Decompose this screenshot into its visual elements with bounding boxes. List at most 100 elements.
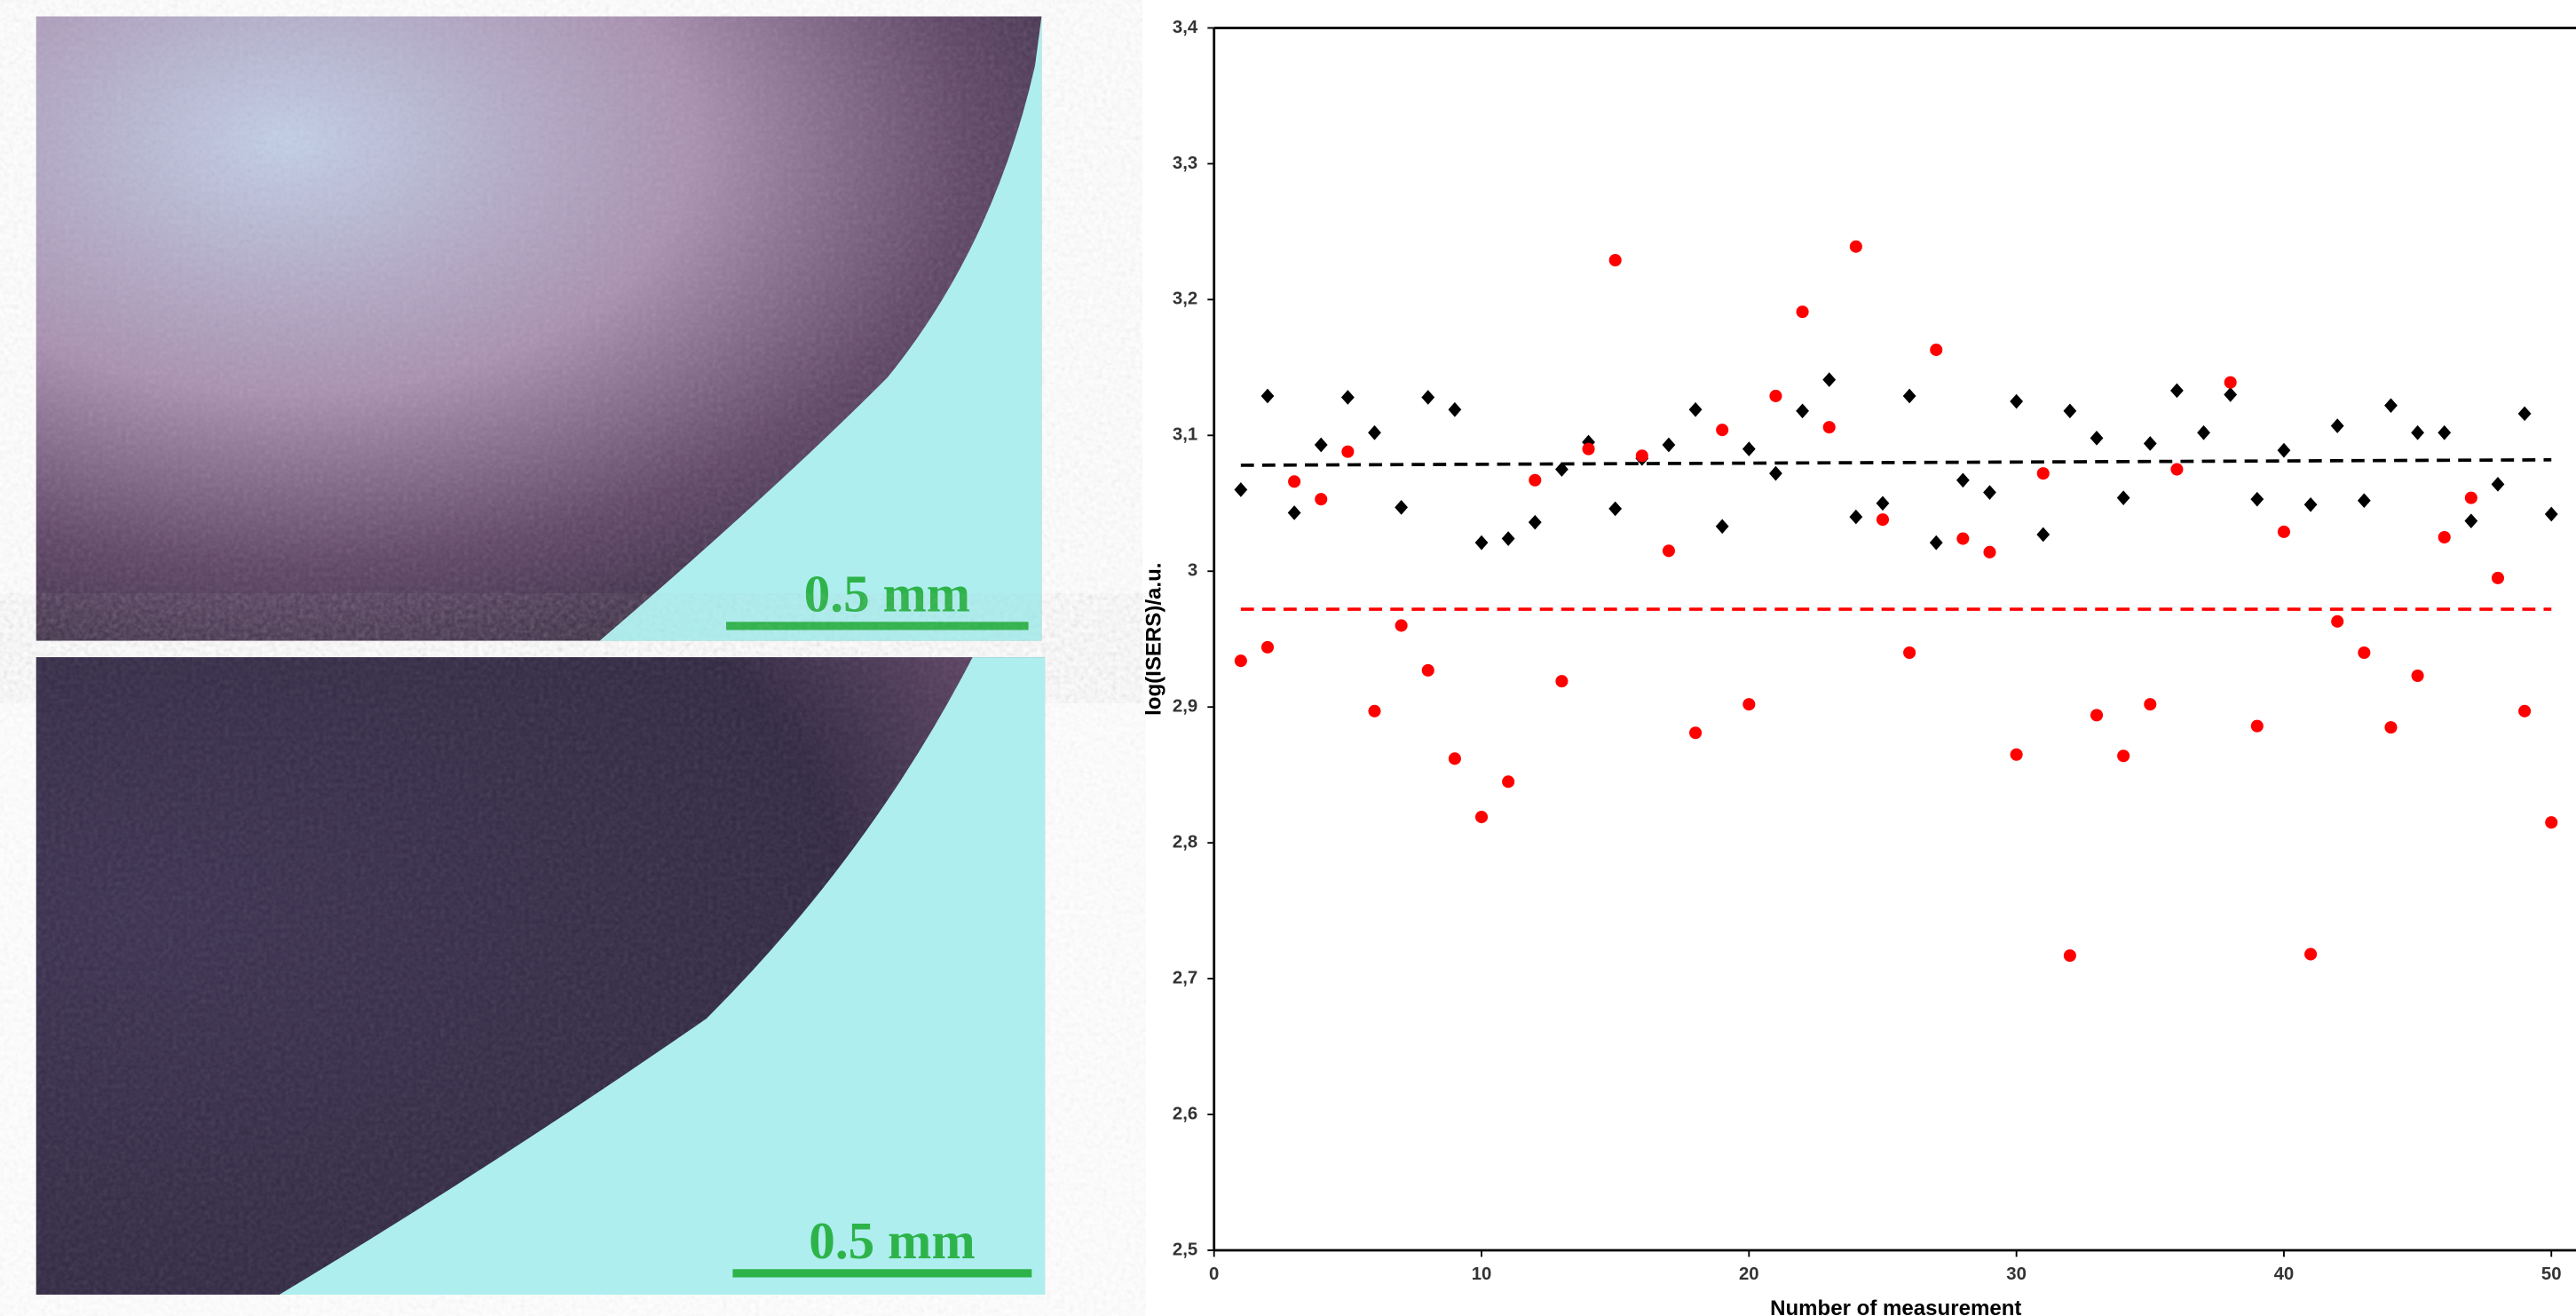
point xyxy=(2358,646,2371,660)
point xyxy=(1260,388,1275,404)
point xyxy=(1234,482,1248,497)
point xyxy=(1796,403,1809,419)
point xyxy=(1395,619,1408,632)
point xyxy=(1635,449,1648,463)
point xyxy=(1956,532,1970,545)
point xyxy=(1822,372,1837,387)
point xyxy=(2545,816,2558,829)
point xyxy=(1528,514,1542,530)
point xyxy=(1742,698,1756,711)
y-axis-title: log(ISERS)/a.u. xyxy=(1142,563,1166,716)
point xyxy=(1930,343,1943,356)
point xyxy=(1903,646,1916,660)
point xyxy=(2277,442,2291,458)
point xyxy=(2090,431,2104,446)
point xyxy=(2304,947,2318,961)
scale-bar-label: 0.5 mm xyxy=(809,1211,975,1270)
point xyxy=(2250,491,2264,507)
x-tick-label: 30 xyxy=(2006,1264,2027,1284)
point xyxy=(2277,525,2290,538)
point xyxy=(2063,403,2077,419)
point xyxy=(1501,531,1515,546)
point xyxy=(1876,495,1890,511)
point xyxy=(2518,704,2532,717)
micrograph-top: 0.5 mm xyxy=(36,16,1042,641)
point xyxy=(1849,509,1863,525)
point xyxy=(1421,663,1434,677)
point xyxy=(2036,467,2050,480)
point xyxy=(1314,437,1328,453)
point xyxy=(2116,490,2130,505)
point xyxy=(1796,305,1809,319)
point xyxy=(1474,811,1489,824)
point xyxy=(1340,390,1355,405)
point xyxy=(1234,654,1247,668)
point xyxy=(2411,669,2424,683)
point xyxy=(2170,383,2184,399)
point xyxy=(2384,398,2398,413)
point xyxy=(1849,240,1862,253)
point xyxy=(2143,436,2157,451)
micrograph-bottom: 0.5 mm xyxy=(36,657,1046,1295)
point xyxy=(2544,506,2558,522)
point xyxy=(1448,752,1461,765)
point xyxy=(1287,505,1301,520)
y-tick-label: 2,5 xyxy=(1173,1240,1197,1259)
y-tick-label: 3 xyxy=(1188,561,1197,581)
y-tick-label: 3,2 xyxy=(1173,289,1197,309)
point xyxy=(2036,527,2051,543)
x-tick-label: 10 xyxy=(1472,1264,1492,1284)
point xyxy=(1421,390,1435,405)
point xyxy=(1689,726,1703,740)
point xyxy=(1769,465,1782,481)
point xyxy=(2411,424,2424,440)
point xyxy=(1368,424,1381,440)
x-tick-label: 50 xyxy=(2541,1264,2562,1284)
point xyxy=(2063,949,2076,963)
point xyxy=(1902,388,1916,404)
point xyxy=(2438,424,2452,440)
point xyxy=(1448,401,1462,417)
scale-bar-label: 0.5 mm xyxy=(804,564,970,622)
point xyxy=(1716,424,1729,437)
point xyxy=(1876,513,1890,527)
point xyxy=(1662,437,1676,453)
x-axis-title: Number of measurement xyxy=(1770,1296,2021,1316)
point xyxy=(2010,748,2023,761)
y-tick-label: 2,8 xyxy=(1173,833,1197,852)
x-tick-label: 20 xyxy=(1739,1264,1759,1284)
point xyxy=(2384,721,2398,734)
point xyxy=(1368,704,1381,717)
point xyxy=(2464,513,2478,528)
point xyxy=(1474,535,1489,551)
point xyxy=(2330,418,2344,433)
point xyxy=(2303,496,2318,512)
point xyxy=(1983,485,1996,500)
point xyxy=(1983,545,1996,559)
point xyxy=(2491,477,2505,492)
point xyxy=(1529,473,1542,487)
point xyxy=(2010,393,2024,409)
y-tick-label: 3,3 xyxy=(1173,154,1197,173)
point xyxy=(2117,749,2130,763)
x-tick-label: 0 xyxy=(1209,1264,1219,1284)
point xyxy=(1769,389,1782,402)
background xyxy=(599,16,1042,641)
point xyxy=(1956,472,1970,488)
point xyxy=(1929,535,1943,551)
point xyxy=(1502,775,1515,789)
y-tick-label: 2,7 xyxy=(1173,968,1197,987)
mean-line xyxy=(1240,457,2552,467)
point xyxy=(2491,571,2505,584)
point xyxy=(1742,441,1756,456)
point xyxy=(1715,519,1729,535)
point xyxy=(2464,491,2477,504)
point xyxy=(2224,387,2238,402)
background xyxy=(279,657,1046,1295)
y-tick-label: 2,9 xyxy=(1173,697,1197,717)
point xyxy=(2517,406,2532,422)
point xyxy=(2170,463,2184,476)
point xyxy=(1608,253,1622,267)
